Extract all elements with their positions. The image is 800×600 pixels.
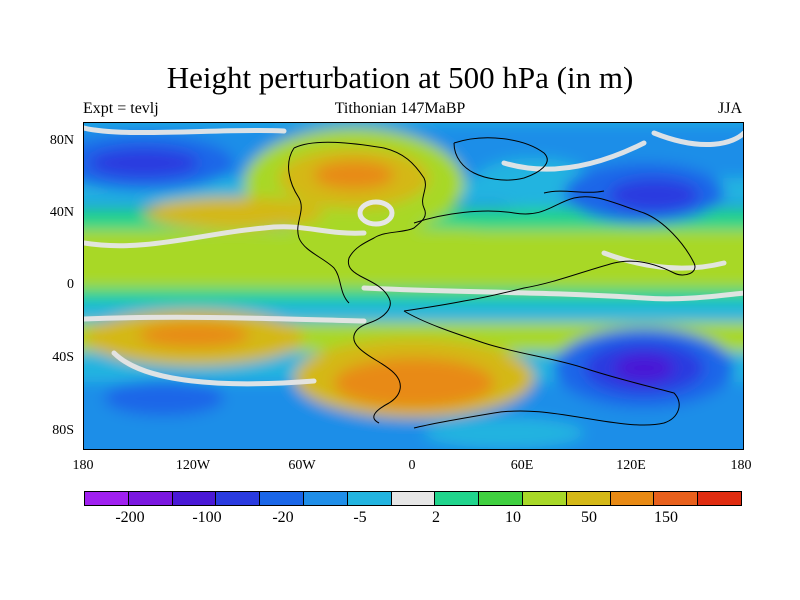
lon-label-120e: 120E xyxy=(616,458,646,473)
colorbar xyxy=(84,491,742,506)
colorbar-segment xyxy=(216,492,261,505)
colorbar-segment xyxy=(303,492,348,505)
colorbar-segment xyxy=(522,492,567,505)
lon-label-0: 0 xyxy=(408,458,416,473)
lon-label-180w: 180 xyxy=(72,458,94,473)
lat-label-80s: 80S xyxy=(52,423,74,438)
lat-label-40n: 40N xyxy=(49,205,74,220)
colorbar-label: -100 xyxy=(192,509,222,526)
colorbar-label: 2 xyxy=(432,509,440,526)
lon-label-60e: 60E xyxy=(510,458,534,473)
colorbar-segment xyxy=(698,492,741,505)
coastlines xyxy=(288,137,696,429)
lat-label-eq: 0 xyxy=(67,277,74,292)
period-label: Tithonian 147MaBP xyxy=(334,100,466,117)
map-panel xyxy=(83,122,744,450)
colorbar-segment xyxy=(347,492,392,505)
map-field xyxy=(84,123,743,449)
colorbar-segment xyxy=(479,492,523,505)
colorbar-segment xyxy=(85,492,129,505)
colorbar-segment xyxy=(610,492,655,505)
lat-label-80n: 80N xyxy=(49,133,74,148)
colorbar-segment xyxy=(172,492,217,505)
colorbar-label: -200 xyxy=(115,509,145,526)
lon-label-120w: 120W xyxy=(175,458,211,473)
map-title: Height perturbation at 500 hPa (in m) xyxy=(166,60,634,95)
lat-label-40s: 40S xyxy=(52,350,74,365)
colorbar-segment xyxy=(128,492,173,505)
colorbar-label: 10 xyxy=(505,509,521,526)
colorbar-segment xyxy=(435,492,480,505)
season-label: JJA xyxy=(717,100,742,117)
colorbar-segment xyxy=(654,492,699,505)
colorbar-label: 50 xyxy=(581,509,597,526)
experiment-label: Expt = tevlj xyxy=(83,100,159,117)
colorbar-segment xyxy=(391,492,436,505)
colorbar-segment xyxy=(566,492,611,505)
colorbar-label: 150 xyxy=(654,509,678,526)
lon-label-180e: 180 xyxy=(730,458,752,473)
colorbar-segment xyxy=(260,492,304,505)
lon-label-60w: 60W xyxy=(288,458,316,473)
colorbar-label: -5 xyxy=(353,509,367,526)
colorbar-label: -20 xyxy=(272,509,294,526)
